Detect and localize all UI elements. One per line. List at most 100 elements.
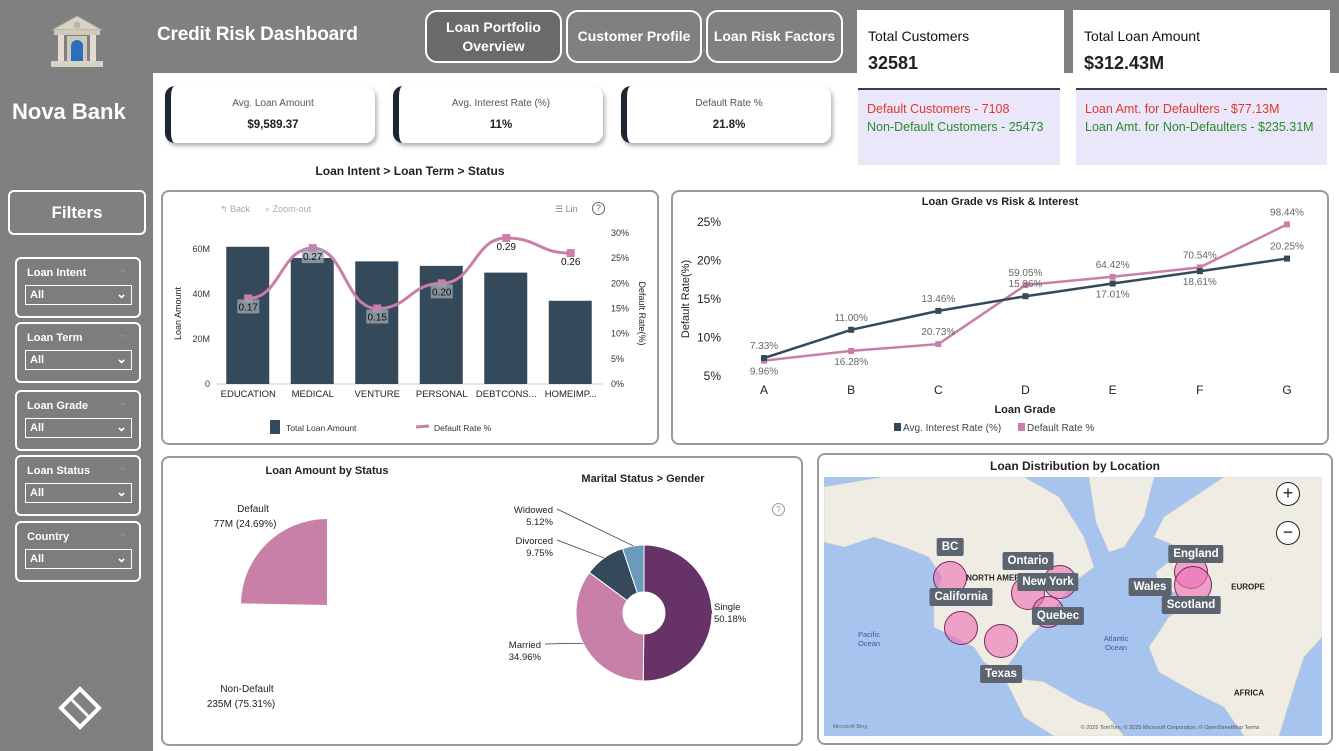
loan-amt-non-defaulters: Loan Amt. for Non-Defaulters - $235.31M: [1085, 120, 1314, 134]
collapse-chevron-icon[interactable]: ⌄: [118, 329, 127, 340]
map-label-ontario: Ontario: [1002, 552, 1054, 570]
y-tick-label: 15%: [697, 292, 721, 306]
pie-label-value: 235M (75.31%): [207, 699, 275, 710]
filter-label: Loan Term: [27, 332, 83, 344]
x-tick-label: F: [1196, 383, 1203, 397]
legend-label: Default Rate %: [1027, 423, 1094, 434]
data-label: 11.00%: [835, 313, 868, 324]
y-axis-title: Loan Amount: [173, 286, 183, 340]
nav-customer-profile[interactable]: Customer Profile: [566, 10, 702, 63]
filter-loan-grade: Loan Grade ⌄ All ⌄: [15, 390, 141, 451]
zoom-out-button[interactable]: ⌕ Zoom-out: [265, 204, 311, 215]
y-axis-title: Default Rate(%): [680, 260, 692, 338]
pie-label-name: Default: [237, 504, 269, 515]
location-map[interactable]: NORTH AMERICA EUROPE AFRICA SOUTH AMERICA Pa…: [824, 477, 1322, 736]
bar-chart-title: Loan Intent > Loan Term > Status: [315, 164, 505, 178]
filter-country: Country ⌄ All ⌄: [15, 521, 141, 582]
data-label: 18.61%: [1183, 277, 1217, 288]
x-tick-label: MEDICAL: [292, 389, 334, 400]
kpi-value: 11%: [489, 119, 513, 131]
filter-dropdown-country[interactable]: All ⌄: [25, 549, 132, 569]
default-rate-data-label: 0.27: [303, 252, 323, 263]
kpi-default-rate: Default Rate % 21.8%: [621, 86, 831, 143]
back-button[interactable]: ↰ Back: [220, 204, 251, 214]
donut-label-value: 5.12%: [526, 517, 553, 528]
donut-title: Marital Status > Gender: [581, 473, 705, 485]
default-rate-data-label: 0.15: [368, 313, 388, 324]
x-tick-label: D: [1021, 383, 1030, 397]
zoom-in-button[interactable]: +: [1276, 482, 1300, 506]
x-tick-label: HOMEIMP...: [545, 389, 597, 400]
default-rate-marker: [502, 234, 511, 243]
y2-tick-label: 10%: [611, 329, 629, 339]
data-label: 70.54%: [1183, 250, 1217, 261]
chevron-down-icon: ⌄: [116, 484, 127, 499]
y-tick-label: 5%: [704, 369, 722, 383]
collapse-chevron-icon[interactable]: ⌄: [118, 528, 127, 539]
collapse-chevron-icon[interactable]: ⌄: [118, 397, 127, 408]
chevron-down-icon: ⌄: [116, 351, 127, 366]
leader-line: [556, 508, 634, 547]
bar-education: [226, 246, 270, 384]
y2-tick-label: 0%: [611, 379, 624, 389]
collapse-chevron-icon[interactable]: ⌄: [118, 264, 127, 275]
legend-label: Avg. Interest Rate (%): [903, 423, 1001, 434]
location-bubble[interactable]: [944, 611, 978, 645]
list-icon: ☰: [555, 204, 564, 214]
location-bubble[interactable]: [984, 624, 1018, 658]
x-tick-label: A: [760, 383, 768, 397]
default-rate-marker: [308, 244, 317, 253]
y2-tick-label: 30%: [611, 228, 629, 238]
bing-logo: Microsoft Bing: [832, 724, 868, 730]
dropdown-value: All: [30, 422, 45, 434]
filter-dropdown-loan-grade[interactable]: All ⌄: [25, 418, 132, 438]
marker: [1109, 280, 1116, 287]
lin-scale-button[interactable]: ☰ Lin: [555, 204, 578, 215]
data-label: 15.36%: [1009, 279, 1043, 290]
data-label-bg: [430, 284, 453, 299]
filters-button[interactable]: Filters: [8, 190, 146, 235]
loan-amount-breakdown: Loan Amt. for Defaulters - $77.13M Loan …: [1076, 88, 1327, 165]
data-label: 16.28%: [834, 357, 868, 368]
map-label-scotland: Scotland: [1161, 596, 1221, 614]
filter-loan-intent: Loan Intent ⌄ All ⌄: [15, 257, 141, 318]
dropdown-value: All: [30, 487, 45, 499]
y2-tick-label: 25%: [611, 253, 629, 263]
nav-loan-risk-factors[interactable]: Loan Risk Factors: [706, 10, 843, 63]
default-rate-data-label: 0.20: [432, 287, 452, 298]
region-label: SOUTH AMERICA: [1052, 736, 1119, 737]
help-icon[interactable]: ?: [592, 202, 605, 215]
filter-dropdown-loan-status[interactable]: All ⌄: [25, 483, 132, 503]
y2-axis-title: Default Rate(%): [637, 281, 647, 345]
collapse-chevron-icon[interactable]: ⌄: [118, 462, 127, 473]
map-title: Loan Distribution by Location: [990, 459, 1160, 473]
kpi-value: 21.8%: [712, 119, 746, 131]
donut-label-value: 9.75%: [526, 548, 553, 559]
default-rate-data-label: 0.26: [561, 257, 581, 268]
x-tick-label: DEBTCONS...: [476, 389, 537, 400]
default-rate-marker: [437, 279, 446, 288]
data-label: 13.46%: [921, 294, 955, 305]
x-tick-label: EDUCATION: [221, 389, 276, 400]
y2-tick-label: 20%: [611, 278, 629, 288]
dropdown-value: All: [30, 354, 45, 366]
x-tick-label: C: [934, 383, 943, 397]
filter-label: Loan Intent: [27, 267, 87, 279]
filter-dropdown-loan-intent[interactable]: All ⌄: [25, 285, 132, 305]
x-tick-label: VENTURE: [355, 389, 400, 400]
filter-label: Loan Grade: [27, 400, 89, 412]
help-icon[interactable]: ?: [772, 503, 785, 516]
pie-label-value: 77M (24.69%): [214, 519, 277, 530]
zoom-out-button[interactable]: −: [1276, 521, 1300, 545]
y-tick-label: 10%: [697, 331, 721, 345]
filter-dropdown-loan-term[interactable]: All ⌄: [25, 350, 132, 370]
y-tick-label: 20%: [697, 254, 721, 268]
kpi-total-customers: Total Customers 32581: [857, 10, 1064, 73]
filter-label: Loan Status: [27, 465, 90, 477]
default-rate-marker: [373, 304, 382, 313]
nav-loan-portfolio-overview[interactable]: Loan Portfolio Overview: [425, 10, 562, 63]
default-rate-data-label: 0.29: [497, 242, 517, 253]
marker: [1109, 273, 1116, 280]
map-label-wales: Wales: [1128, 578, 1172, 596]
map-label-california: California: [929, 588, 993, 606]
